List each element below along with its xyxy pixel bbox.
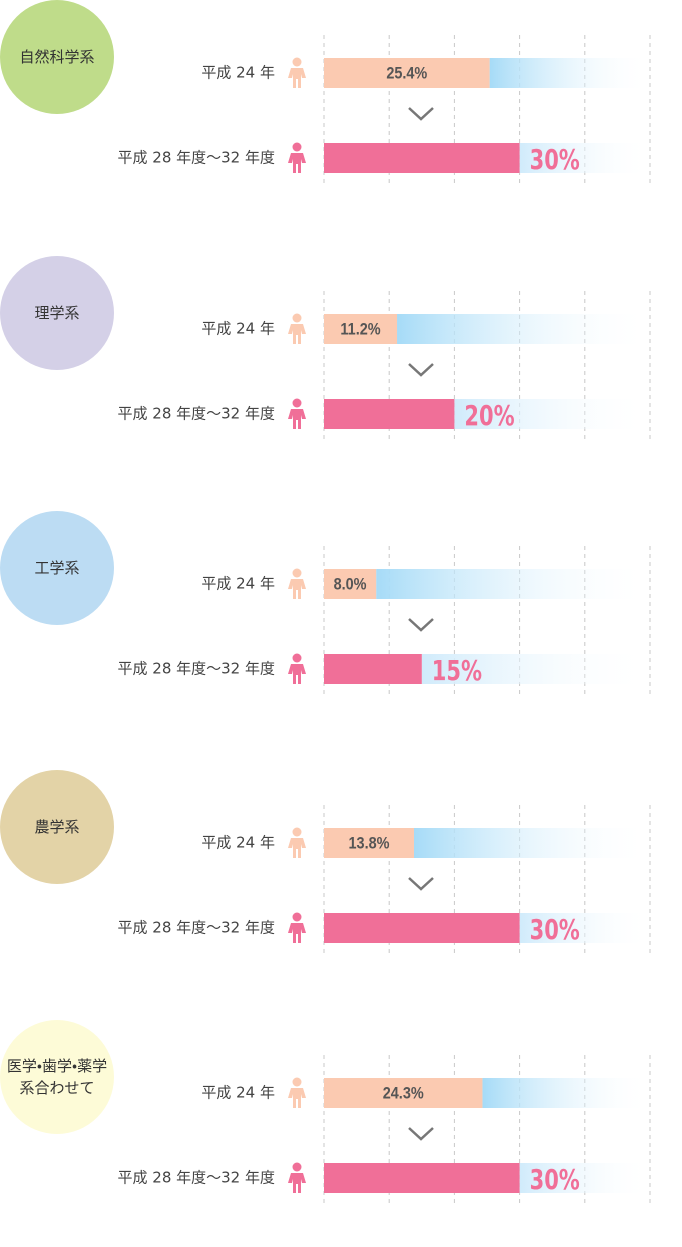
row-label: 平成 24 年 [201,320,275,338]
bar-remainder [489,58,650,88]
row-label: 平成 28 年度〜32 年度 [118,405,275,423]
row-label: 平成 24 年 [201,1084,275,1102]
row-label: 平成 24 年 [201,575,275,593]
value-label: 8.0% [334,575,367,593]
row-label: 平成 24 年 [201,834,275,852]
bar-remainder [482,1078,650,1108]
chevron [408,618,434,632]
value-label: 15% [432,654,482,687]
person-head [292,1077,302,1087]
bar [324,314,398,344]
bar [324,654,422,684]
bar [324,569,377,599]
category-circle [0,256,114,370]
person-head [292,653,302,663]
value-label: 13.8% [349,834,390,852]
bar-remainder [519,1163,650,1193]
row-label: 平成 28 年度〜32 年度 [118,919,275,937]
person-body [288,68,306,88]
category-label-box: 工学系 [2,511,112,625]
category-label-wrap: 医学・歯学・薬学系合わせて [2,1020,112,1134]
bar [324,828,414,858]
value-label: 30% [530,143,580,176]
category-circle [0,770,114,884]
person-head [292,57,302,67]
bar [324,1163,520,1193]
chevron [408,877,434,891]
category-label: 農学系 [34,817,80,836]
bar [324,58,490,88]
value-label: 30% [530,913,580,946]
person-head [292,142,302,152]
person-head [292,1162,302,1172]
category-label: 工学系 [34,558,80,577]
bar-remainder [519,143,650,173]
person-body [288,923,306,943]
bar-remainder [413,828,650,858]
person-body [288,664,306,684]
value-label: 20% [464,399,514,432]
bar-remainder [519,913,650,943]
chevron [408,363,434,377]
person-head [292,912,302,922]
person-body [288,838,306,858]
person-body [288,1173,306,1193]
row-label: 平成 28 年度〜32 年度 [118,660,275,678]
category-label-box: 医学・歯学・薬学系合わせて [2,1020,112,1134]
chevron [408,107,434,121]
person-head [292,398,302,408]
value-label: 24.3% [383,1084,424,1102]
bar [324,143,520,173]
bar-remainder [397,314,650,344]
person-body [288,153,306,173]
person-body [288,1088,306,1108]
category-label-wrap: 自然科学系 [2,0,112,114]
category-label-box: 自然科学系 [2,0,112,114]
bar [324,399,455,429]
bar-remainder [454,399,650,429]
person-head [292,313,302,323]
person-body [288,324,306,344]
value-label: 30% [530,1163,580,1196]
category-circle [0,511,114,625]
row-label: 平成 28 年度〜32 年度 [118,149,275,167]
category-label: 自然科学系 [19,47,95,66]
row-label: 平成 28 年度〜32 年度 [118,1169,275,1187]
value-label: 11.2% [340,320,380,338]
category-label: 医学・歯学・薬学系合わせて [6,1056,108,1098]
bar [324,913,520,943]
value-label: 25.4% [386,64,427,82]
person-body [288,409,306,429]
bar-remainder [376,569,650,599]
category-label-wrap: 農学系 [2,770,112,884]
category-circle [0,1020,114,1134]
category-label-wrap: 理学系 [2,256,112,370]
category-label: 理学系 [34,303,80,322]
category-circle [0,0,114,114]
category-label-box: 理学系 [2,256,112,370]
row-label: 平成 24 年 [201,64,275,82]
category-label-wrap: 工学系 [2,511,112,625]
category-label-box: 農学系 [2,770,112,884]
person-body [288,579,306,599]
person-head [292,568,302,578]
chevron [408,1127,434,1141]
bar-remainder [421,654,650,684]
person-head [292,827,302,837]
bar [324,1078,483,1108]
